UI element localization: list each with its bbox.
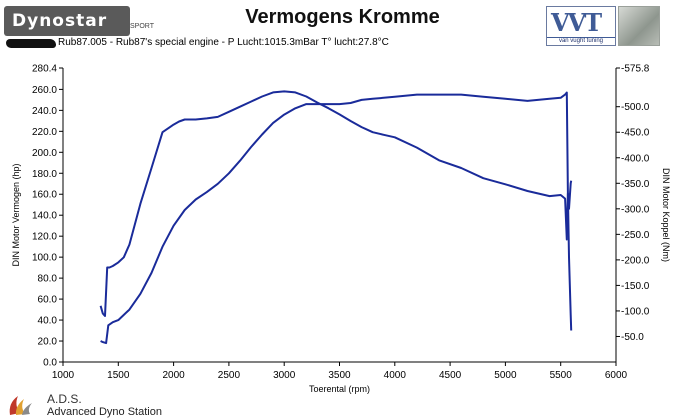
y-left-tick-label: 100.0 [32,253,57,264]
x-tick-label: 5000 [494,370,517,381]
ads-logo-icon [9,396,32,415]
ads-full-name: Advanced Dyno Station [47,406,162,418]
dynostar-logo-sub: SPORT [130,23,154,30]
x-tick-label: 1500 [107,370,130,381]
y-left-tick-label: 140.0 [32,211,57,222]
y-left-tick-label: 60.0 [38,295,58,306]
x-tick-label: 6000 [605,370,628,381]
y-right-tick-label: -200.0 [621,255,650,266]
y-right-tick-label: -500.0 [621,102,650,113]
x-axis-label: Toerental (rpm) [309,384,370,394]
x-tick-label: 4500 [439,370,462,381]
chart-ticks: 1000 1500 2000 2500 3000 3500 4000 4500 5000 5500… [32,64,650,382]
ads-name: A.D.S. [47,392,82,406]
dynostar-logo-text: Dynostar [12,11,108,31]
y-left-tick-label: 220.0 [32,127,57,138]
engine-photo-image [618,6,660,46]
torque-curve-line [99,90,573,317]
x-tick-label: 5500 [550,370,573,381]
y-right-tick-label: -300.0 [621,204,650,215]
y-left-tick-label: 0.0 [43,358,57,369]
y-right-tick-label: -350.0 [621,179,650,190]
y-right-tick-label: -50.0 [621,332,644,343]
power-curve-line [100,91,573,345]
x-tick-label: 3500 [328,370,351,381]
y-right-tick-label: -150.0 [621,281,650,292]
chart-curves [99,90,573,345]
chart-axes [62,68,617,363]
y-left-tick-label: 200.0 [32,148,57,159]
redacted-signature-mark [6,39,56,48]
x-tick-label: 4000 [384,370,407,381]
y-left-tick-label: 20.0 [38,337,58,348]
x-tick-label: 3000 [273,370,296,381]
y-right-tick-label: -250.0 [621,230,650,241]
y-left-tick-label: 40.0 [38,316,58,327]
x-tick-label: 2000 [162,370,185,381]
y-right-tick-label: -575.8 [621,64,650,75]
y-right-tick-label: -400.0 [621,153,650,164]
dynostar-logo: Dynostar [4,6,130,36]
vvt-mark-text: VVT [551,8,602,37]
y-left-tick-label: 240.0 [32,106,57,117]
y-right-tick-label: -450.0 [621,128,650,139]
x-tick-label: 1000 [52,370,75,381]
chart-subtitle: Rub87.005 - Rub87's special engine - P L… [58,37,389,48]
y-left-tick-label: 280.4 [32,64,57,75]
x-tick-label: 2500 [218,370,241,381]
y-left-tick-label: 180.0 [32,169,57,180]
y-left-tick-label: 260.0 [32,85,57,96]
vvt-brand-name: van vught tuning [547,37,615,44]
vvt-brand-logo: VVT van vught tuning [546,6,616,46]
chart-title: Vermogens Kromme [245,6,440,28]
y-left-axis-label: DIN Motor Vermogen (hp) [11,163,21,266]
y-right-tick-label: -100.0 [621,306,650,317]
y-right-axis-label: DIN Motor Koppel (Nm) [661,168,671,262]
y-left-tick-label: 160.0 [32,190,57,201]
y-left-tick-label: 120.0 [32,232,57,243]
y-left-tick-label: 80.0 [38,274,58,285]
